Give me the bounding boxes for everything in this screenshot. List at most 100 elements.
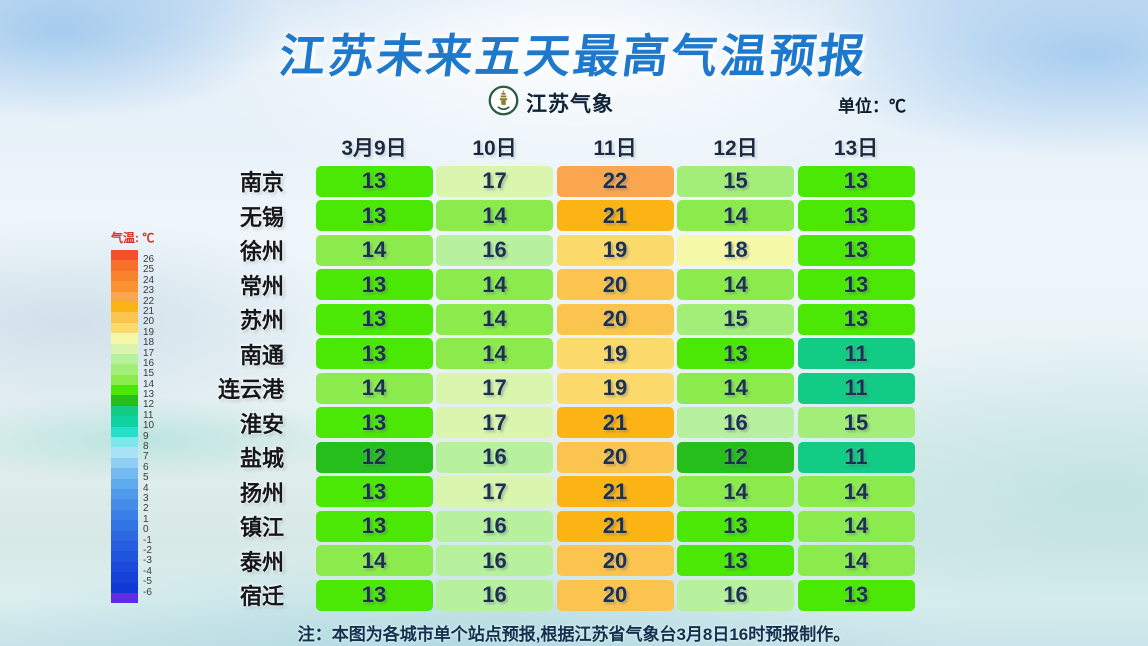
legend-tick-label: -1	[143, 534, 152, 546]
temp-cell: 13	[797, 303, 915, 335]
legend-row: 24	[111, 270, 154, 285]
temp-cell: 13	[797, 234, 915, 266]
city-label: 徐州	[239, 239, 284, 264]
legend-tick-label: -4	[143, 565, 152, 577]
temp-cell: 14	[797, 476, 915, 507]
legend-row: 17	[111, 343, 154, 358]
temp-cell: 20	[556, 303, 674, 335]
legend-tick-label: -3	[143, 555, 152, 567]
temp-cell: 18	[677, 234, 794, 266]
city-label: 连云港	[217, 377, 284, 402]
temp-cell: 16	[436, 510, 553, 542]
temp-cell: 14	[315, 545, 433, 576]
legend-tick-label: 22	[143, 295, 155, 307]
legend-row: 14	[111, 374, 154, 389]
temp-cell: 19	[556, 234, 674, 266]
temp-cell: 13	[677, 545, 794, 576]
temp-cell: 15	[677, 165, 794, 197]
legend-swatch	[111, 343, 138, 354]
legend-swatch	[111, 385, 138, 396]
legend-title: 气温: ℃	[111, 231, 155, 245]
legend-tick-label: 15	[143, 368, 155, 380]
legend-tick-label: 4	[143, 482, 149, 494]
temp-cell: 13	[677, 510, 794, 542]
temp-cell: 13	[315, 407, 433, 438]
temp-cell: 12	[315, 441, 433, 473]
legend-swatch	[111, 405, 138, 417]
legend-row: -1	[111, 530, 154, 545]
legend-swatch	[111, 281, 138, 292]
temp-cell: 14	[677, 372, 794, 404]
temp-cell: 14	[677, 269, 794, 300]
city-label: 南通	[239, 342, 284, 368]
legend-row: -5	[111, 572, 154, 587]
temp-cell: 14	[436, 338, 553, 369]
legend-tick-label: 6	[143, 461, 149, 473]
legend-tick-label: 1	[143, 513, 149, 525]
temp-cell: 14	[677, 476, 794, 507]
legend-swatch	[111, 426, 138, 438]
legend-row: 6	[111, 457, 154, 473]
grid-corner	[166, 131, 312, 162]
temp-cell: 21	[556, 200, 674, 231]
legend-row: 2	[111, 499, 154, 514]
temp-cell: 14	[436, 269, 553, 300]
temp-cell: 13	[315, 165, 433, 197]
legend-tick-label: 24	[143, 274, 155, 286]
legend-tick-label: 23	[143, 285, 155, 297]
temp-cell: 17	[436, 476, 553, 507]
legend-row: 0	[111, 520, 154, 535]
temp-cell: 17	[436, 372, 553, 404]
legend-tick-label: 0	[143, 524, 149, 536]
forecast-grid: 3月9日 10日 11日 12日 13日 南京 13 17 22 15 13 无锡 13 14 21 14 13…	[166, 131, 915, 611]
legend-row: 12	[111, 395, 154, 410]
legend-tick-label: 12	[143, 399, 155, 411]
temp-cell: 16	[436, 234, 553, 266]
jiangsu-meteorology-logo-icon	[488, 85, 519, 121]
temp-cell: 16	[436, 441, 553, 473]
legend-swatch	[111, 572, 138, 583]
legend-tick-label: 26	[143, 254, 155, 265]
temp-cell: 19	[556, 338, 674, 369]
city-label: 镇江	[239, 515, 284, 540]
legend-row: 4	[111, 478, 154, 493]
legend-row	[111, 592, 154, 604]
date-header: 11日	[593, 136, 637, 160]
legend-tick-label: 25	[143, 264, 155, 276]
temp-cell: 13	[797, 269, 915, 300]
legend-tick-label: 13	[143, 389, 155, 401]
temp-cell: 17	[436, 407, 553, 438]
legend-swatch	[111, 312, 138, 323]
temp-cell: 14	[797, 545, 915, 576]
temp-cell: 20	[556, 441, 674, 473]
legend-swatch	[111, 488, 138, 500]
temp-cell: 22	[556, 165, 674, 197]
temp-cell: 13	[315, 303, 433, 335]
legend-tick-label: 16	[143, 357, 155, 369]
legend-tick-label: 3	[143, 492, 149, 504]
legend-row: 20	[111, 312, 154, 327]
legend-swatch	[111, 374, 138, 386]
legend-row: 18	[111, 333, 154, 348]
legend-swatch	[111, 333, 138, 344]
legend-tick-label: -2	[143, 544, 152, 556]
legend-swatch	[111, 364, 138, 375]
city-label: 泰州	[239, 549, 284, 575]
legend-row: 1	[111, 509, 154, 524]
temp-cell: 13	[315, 476, 433, 507]
legend-tick-label: 20	[143, 316, 155, 328]
legend-swatch	[111, 592, 138, 604]
legend-swatch	[111, 260, 138, 271]
temp-cell: 13	[677, 338, 794, 369]
legend-swatch	[111, 561, 138, 573]
page-title: 江苏未来五天最高气温预报	[276, 30, 871, 82]
legend-swatch	[111, 540, 138, 552]
legend-swatch	[111, 395, 138, 406]
legend-swatch	[111, 291, 138, 302]
legend-row: -4	[111, 561, 154, 576]
temp-cell: 20	[556, 545, 674, 576]
legend-swatch	[111, 457, 138, 469]
temp-cell: 13	[797, 579, 915, 611]
temp-cell: 16	[677, 407, 794, 438]
